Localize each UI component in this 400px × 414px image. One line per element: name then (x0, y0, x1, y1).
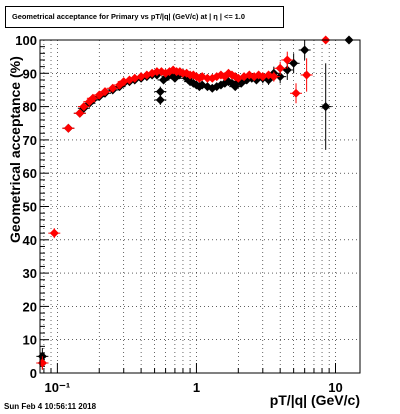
chart-title: Geometrical acceptance for Primary vs pT… (5, 6, 284, 28)
point-marker (302, 70, 312, 80)
point-marker (63, 123, 73, 133)
point-marker (282, 65, 292, 75)
y-tick-label: 40 (23, 233, 37, 248)
data-point (298, 40, 311, 60)
point-marker (275, 72, 285, 82)
data-point (86, 93, 99, 103)
point-marker (108, 83, 118, 93)
grid (40, 40, 360, 373)
point-marker (75, 108, 85, 118)
data-point (98, 87, 111, 97)
x-axis-label: pT/|q| (GeV/c) (270, 392, 360, 408)
data-point (281, 51, 294, 69)
point-marker (94, 90, 104, 100)
point-marker (155, 95, 165, 105)
point-marker (155, 87, 165, 97)
point-marker (291, 88, 301, 98)
y-tick-label: 10 (23, 333, 37, 348)
y-tick-label: 20 (23, 299, 37, 314)
data-point (36, 356, 49, 370)
data-point (154, 94, 167, 105)
data-point (287, 53, 300, 74)
point-marker (289, 58, 299, 68)
y-tick-label: 90 (23, 66, 37, 81)
y-tick-label: 70 (23, 133, 37, 148)
point-marker (130, 73, 140, 83)
y-tick-label: 50 (23, 200, 37, 215)
data-point (106, 83, 119, 93)
x-tick-label: 1 (193, 380, 200, 395)
point-marker (49, 228, 59, 238)
data-point (93, 90, 106, 100)
y-axis-label: Geometrical acceptance (%) (7, 56, 23, 243)
plot-frame (39, 39, 361, 374)
x-tick-label: 10⁻¹ (45, 380, 71, 395)
y-tick-label: 30 (23, 266, 37, 281)
point-marker (88, 93, 98, 103)
data-point (73, 108, 86, 118)
point-marker (282, 55, 292, 65)
tick-labels: 0 10 20 30 40 50 60 70 80 90 100 10⁻¹ 1 10 (15, 33, 342, 395)
data-point (267, 71, 280, 82)
point-marker (269, 72, 279, 82)
data-point (274, 61, 287, 75)
data-point (290, 83, 303, 104)
y-tick-label: 80 (23, 100, 37, 115)
point-marker (300, 45, 310, 55)
data-point (77, 102, 90, 112)
point-marker (321, 102, 331, 112)
data-point (300, 58, 313, 92)
point-marker (100, 87, 110, 97)
point-marker (275, 63, 285, 73)
point-marker (37, 358, 47, 368)
y-tick-label: 60 (23, 166, 37, 181)
point-marker (79, 102, 89, 112)
timestamp-footer: Sun Feb 4 10:56:11 2018 (4, 402, 97, 411)
y-tick-label: 0 (30, 366, 37, 381)
data-point (62, 123, 75, 133)
data-point (319, 63, 332, 150)
axis-ticks (40, 39, 337, 374)
y-tick-label: 100 (15, 33, 37, 48)
x-tick-label: 10 (328, 380, 342, 395)
data-points (36, 35, 355, 370)
data-point (48, 228, 61, 239)
